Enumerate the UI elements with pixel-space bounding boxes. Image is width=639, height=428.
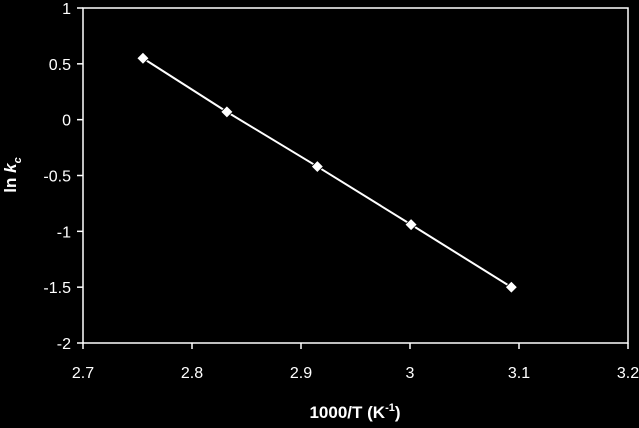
series-line — [142, 57, 512, 289]
x-tick-label: 2.8 — [181, 365, 203, 382]
plot-frame — [82, 7, 629, 344]
x-axis-title: 1000/T (K-1) — [309, 402, 400, 422]
data-point — [136, 51, 150, 65]
y-tick-label: -2 — [57, 336, 71, 353]
y-axis: 1 0.5 0 -0.5 -1 -1.5 -2 — [43, 1, 83, 353]
y-tick-label: -1.5 — [43, 280, 71, 297]
x-tick-label: 2.7 — [72, 365, 94, 382]
data-point — [220, 105, 234, 119]
data-point — [404, 218, 418, 232]
y-tick-label: 0.5 — [49, 57, 71, 74]
x-tick-label: 3.2 — [617, 365, 639, 382]
y-tick-label: -1 — [57, 224, 71, 241]
data-point — [504, 280, 518, 294]
y-axis-title: ln kc — [1, 157, 24, 192]
y-tick-label: 1 — [62, 1, 71, 18]
x-tick-label: 2.9 — [290, 365, 312, 382]
y-tick-label: 0 — [62, 113, 71, 130]
series-layer — [136, 51, 518, 294]
data-point — [310, 160, 324, 174]
x-tick-label: 3.1 — [508, 365, 530, 382]
x-tick-label: 3 — [406, 365, 415, 382]
x-axis: 2.7 2.8 2.9 3 3.1 3.2 — [72, 343, 639, 382]
y-tick-label: -0.5 — [43, 169, 71, 186]
